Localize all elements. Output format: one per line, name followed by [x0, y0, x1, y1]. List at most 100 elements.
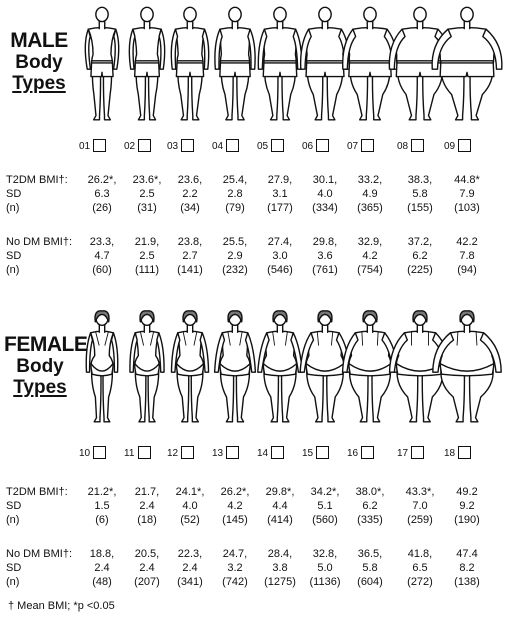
female-checkbox-16[interactable]	[361, 446, 374, 459]
female-number-18: 18	[444, 448, 456, 459]
male-t2dm-table-bmi-cell: 23.6,	[177, 174, 203, 186]
male-nodm-table-sd-cell: 2.5	[139, 250, 155, 262]
male-nodm-table-sd-cell: 4.7	[94, 250, 110, 262]
male-figure-01	[84, 6, 120, 121]
female-number-11: 11	[124, 448, 135, 459]
female-number-17: 17	[397, 448, 409, 459]
female-number-10: 10	[79, 448, 91, 459]
male-checkbox-06[interactable]	[316, 139, 329, 152]
male-title: MALE Body Types	[8, 30, 70, 93]
male-nodm-table-label-bmi: No DM BMI†:	[6, 236, 73, 248]
male-title-line3: Types	[12, 73, 66, 94]
male-t2dm-table-sd-cell: 5.8	[412, 188, 428, 200]
female-nodm-table-n-cell: (604)	[357, 576, 383, 588]
female-figure-13	[213, 310, 257, 423]
female-t2dm-table-n-cell: (414)	[267, 514, 293, 526]
female-checkbox-15[interactable]	[316, 446, 329, 459]
male-t2dm-table-sd-cell: 4.9	[362, 188, 378, 200]
female-t2dm-table-bmi-cell: 21.7,	[134, 486, 160, 498]
male-t2dm-table-sd-cell: 3.1	[272, 188, 288, 200]
male-nodm-table-label-n: (n)	[6, 264, 20, 276]
male-t2dm-table-sd-cell: 6.3	[94, 188, 110, 200]
male-t2dm-table-n-cell: (365)	[357, 202, 383, 214]
male-number-01: 01	[79, 141, 91, 152]
female-t2dm-table-n-cell: (335)	[357, 514, 383, 526]
female-title-line3: Types	[13, 377, 67, 398]
male-number-06: 06	[302, 141, 314, 152]
female-nodm-table-label-sd: SD	[6, 562, 22, 574]
female-checkbox-13[interactable]	[226, 446, 239, 459]
female-t2dm-table-bmi-cell: 34.2*,	[310, 486, 340, 498]
female-checkbox-18[interactable]	[458, 446, 471, 459]
male-checkbox-09[interactable]	[458, 139, 471, 152]
male-t2dm-table-n-cell: (79)	[225, 202, 245, 214]
male-nodm-table-bmi-cell: 32.9,	[357, 236, 383, 248]
female-nodm-table-sd-cell: 5.8	[362, 562, 378, 574]
female-figure-16	[341, 310, 399, 423]
female-nodm-table-sd-cell: 3.8	[272, 562, 288, 574]
female-figure-12	[170, 310, 210, 423]
male-figure-03	[170, 6, 210, 121]
female-figure-15	[299, 310, 351, 423]
male-t2dm-table-n-cell: (334)	[312, 202, 338, 214]
male-figure-04	[214, 6, 256, 121]
male-checkbox-02[interactable]	[138, 139, 151, 152]
male-nodm-table-bmi-cell: 27.4,	[267, 236, 293, 248]
female-t2dm-table-sd-cell: 2.4	[139, 500, 155, 512]
female-t2dm-table-n-cell: (6)	[95, 514, 109, 526]
female-t2dm-table-label-sd: SD	[6, 500, 22, 512]
female-nodm-table-n-cell: (48)	[92, 576, 112, 588]
male-nodm-table-n-cell: (111)	[134, 264, 160, 276]
male-t2dm-table-label-n: (n)	[6, 202, 20, 214]
male-number-08: 08	[397, 141, 409, 152]
male-checkbox-04[interactable]	[226, 139, 239, 152]
female-t2dm-table-n-cell: (145)	[222, 514, 248, 526]
female-nodm-table-n-cell: (742)	[222, 576, 248, 588]
female-nodm-table-n-cell: (207)	[134, 576, 160, 588]
male-nodm-table-bmi-cell: 25.5,	[222, 236, 248, 248]
female-t2dm-table-sd-cell: 9.2	[459, 500, 475, 512]
female-checkbox-17[interactable]	[411, 446, 424, 459]
female-nodm-table-sd-cell: 5.0	[317, 562, 333, 574]
female-checkbox-11[interactable]	[138, 446, 151, 459]
male-figure-09	[431, 6, 503, 121]
female-title-line1: FEMALE	[4, 333, 88, 356]
male-t2dm-table-label-sd: SD	[6, 188, 22, 200]
male-checkbox-07[interactable]	[361, 139, 374, 152]
female-checkbox-10[interactable]	[93, 446, 106, 459]
male-checkbox-08[interactable]	[411, 139, 424, 152]
male-number-02: 02	[124, 141, 136, 152]
female-figure-10	[85, 310, 119, 423]
female-nodm-table-sd-cell: 8.2	[459, 562, 475, 574]
female-t2dm-table-n-cell: (190)	[454, 514, 480, 526]
male-figure-05	[257, 6, 303, 121]
male-t2dm-table-n-cell: (155)	[407, 202, 433, 214]
male-number-09: 09	[444, 141, 456, 152]
female-nodm-table-bmi-cell: 28.4,	[267, 548, 293, 560]
male-figure-02	[128, 6, 166, 121]
male-nodm-table-bmi-cell: 42.2	[456, 236, 478, 248]
female-nodm-table-sd-cell: 2.4	[94, 562, 110, 574]
female-checkbox-14[interactable]	[271, 446, 284, 459]
male-t2dm-table-bmi-cell: 30.1,	[312, 174, 338, 186]
male-checkbox-01[interactable]	[93, 139, 106, 152]
male-t2dm-table-label-bmi: T2DM BMI†:	[6, 174, 68, 186]
female-nodm-table-sd-cell: 6.5	[412, 562, 428, 574]
female-figure-18	[432, 310, 502, 423]
male-t2dm-table-n-cell: (177)	[267, 202, 293, 214]
male-checkbox-05[interactable]	[271, 139, 284, 152]
male-number-07: 07	[347, 141, 359, 152]
male-t2dm-table-bmi-cell: 27.9,	[267, 174, 293, 186]
male-t2dm-table-bmi-cell: 25.4,	[222, 174, 248, 186]
male-nodm-table-sd-cell: 3.6	[317, 250, 333, 262]
female-nodm-table-n-cell: (1136)	[309, 576, 341, 588]
female-checkbox-12[interactable]	[181, 446, 194, 459]
male-checkbox-03[interactable]	[181, 139, 194, 152]
female-figure-11	[129, 310, 165, 423]
female-nodm-table-bmi-cell: 24.7,	[222, 548, 248, 560]
female-nodm-table-sd-cell: 3.2	[227, 562, 243, 574]
male-nodm-table-sd-cell: 3.0	[272, 250, 288, 262]
female-nodm-table-bmi-cell: 18.8,	[89, 548, 115, 560]
male-nodm-table-n-cell: (761)	[312, 264, 338, 276]
